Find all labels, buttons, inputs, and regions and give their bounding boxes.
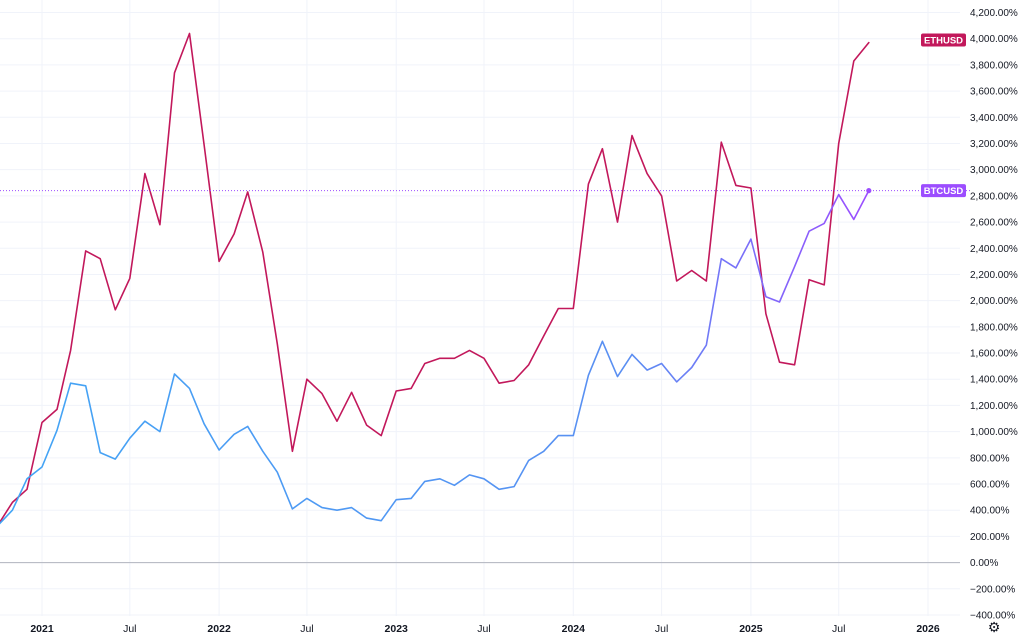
x-axis: 2021 Jul 2022 Jul 2023 Jul 2024 Jul 2025 Jul 2026 (30, 623, 940, 635)
gear-icon[interactable]: ⚙ (987, 619, 1001, 635)
x-tick-label: Jul (477, 623, 490, 635)
series-badges: ETHUSD BTCUSD (921, 33, 966, 198)
y-tick-label: 1,000.00% (970, 427, 1018, 438)
y-tick-label: 1,600.00% (970, 349, 1018, 360)
y-tick-label: 400.00% (970, 506, 1010, 517)
y-tick-label: 3,200.00% (970, 139, 1018, 150)
y-tick-label: 2,000.00% (970, 296, 1018, 307)
series-badge-bg (921, 33, 966, 47)
y-tick-label: −200.00% (970, 584, 1015, 595)
y-tick-label: 2,200.00% (970, 270, 1018, 281)
series-badge-label: BTCUSD (924, 186, 964, 197)
series-line-btcusd[interactable] (0, 189, 870, 526)
y-tick-label: 2,600.00% (970, 218, 1018, 229)
y-tick-label: 3,600.00% (970, 87, 1018, 98)
series-layer (0, 32, 872, 526)
y-tick-label: 4,200.00% (970, 8, 1018, 19)
y-tick-label: 3,800.00% (970, 60, 1018, 71)
x-tick-label: 2022 (207, 623, 231, 635)
series-badge-btcusd: BTCUSD (921, 184, 966, 198)
x-tick-label: Jul (655, 623, 668, 635)
y-tick-label: 600.00% (970, 480, 1010, 491)
y-tick-label: 1,200.00% (970, 401, 1018, 412)
series-line-ethusd[interactable] (0, 32, 870, 526)
y-tick-label: 4,000.00% (970, 34, 1018, 45)
x-tick-label: 2025 (739, 623, 763, 635)
series-badge-label: ETHUSD (924, 35, 963, 46)
y-tick-label: 800.00% (970, 453, 1010, 464)
grid (0, 0, 960, 616)
x-tick-label: Jul (300, 623, 313, 635)
last-point-btcusd (866, 188, 872, 194)
y-tick-label: 2,800.00% (970, 191, 1018, 202)
x-tick-label: 2024 (562, 623, 586, 635)
y-tick-label: −400.00% (970, 611, 1015, 622)
y-tick-label: 3,400.00% (970, 113, 1018, 124)
x-tick-label: 2023 (385, 623, 409, 635)
y-tick-label: 200.00% (970, 532, 1010, 543)
y-axis: −400.00% −200.00% 0.00% 200.00% 400.00% 600.0… (970, 8, 1018, 622)
x-tick-label: 2021 (30, 623, 54, 635)
x-tick-label: 2026 (916, 623, 940, 635)
series-badge-bg (921, 184, 966, 198)
y-tick-label: 1,400.00% (970, 375, 1018, 386)
series-badge-ethusd: ETHUSD (921, 33, 966, 47)
x-tick-label: Jul (832, 623, 845, 635)
y-tick-label: 0.00% (970, 558, 998, 569)
y-tick-label: 1,800.00% (970, 322, 1018, 333)
y-tick-label: 3,000.00% (970, 165, 1018, 176)
x-tick-label: Jul (123, 623, 136, 635)
y-tick-label: 2,400.00% (970, 244, 1018, 255)
